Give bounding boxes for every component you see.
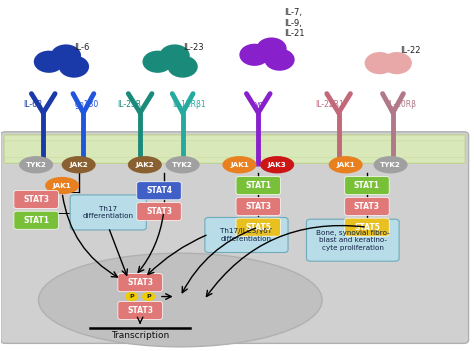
Ellipse shape xyxy=(167,55,198,78)
Text: IL-10Rβ: IL-10Rβ xyxy=(387,100,416,109)
Text: JAK2: JAK2 xyxy=(69,162,88,168)
Ellipse shape xyxy=(38,253,322,347)
Ellipse shape xyxy=(34,51,64,73)
Text: STAT1: STAT1 xyxy=(354,181,380,190)
Ellipse shape xyxy=(125,292,138,301)
Text: P: P xyxy=(146,294,151,299)
Text: IL-6R: IL-6R xyxy=(23,100,43,109)
FancyBboxPatch shape xyxy=(307,219,399,261)
Text: STAT3: STAT3 xyxy=(127,306,153,315)
FancyBboxPatch shape xyxy=(118,302,162,319)
FancyBboxPatch shape xyxy=(4,141,465,158)
Text: IL-12Rβ1: IL-12Rβ1 xyxy=(172,100,206,109)
Text: IL-23R: IL-23R xyxy=(118,100,142,109)
FancyBboxPatch shape xyxy=(236,197,281,216)
Ellipse shape xyxy=(62,156,96,173)
Ellipse shape xyxy=(256,38,287,60)
Text: Th17/ILC3/γδT
differentiation: Th17/ILC3/γδT differentiation xyxy=(220,228,273,242)
Ellipse shape xyxy=(328,156,363,173)
Ellipse shape xyxy=(51,44,81,67)
Text: IL-22R1: IL-22R1 xyxy=(315,100,344,109)
Text: STAT3: STAT3 xyxy=(354,202,380,211)
Text: IL-6: IL-6 xyxy=(74,43,89,52)
FancyBboxPatch shape xyxy=(14,190,58,208)
Ellipse shape xyxy=(260,156,294,173)
FancyBboxPatch shape xyxy=(345,177,389,194)
Text: STAT3: STAT3 xyxy=(245,202,271,211)
Text: STAT5: STAT5 xyxy=(246,223,271,232)
Text: STAT3: STAT3 xyxy=(127,278,153,287)
Ellipse shape xyxy=(128,156,162,173)
Ellipse shape xyxy=(264,48,295,71)
Text: TYK2: TYK2 xyxy=(172,162,193,168)
Text: STAT3: STAT3 xyxy=(146,207,172,216)
Ellipse shape xyxy=(59,55,89,78)
Text: STAT1: STAT1 xyxy=(23,216,49,225)
FancyBboxPatch shape xyxy=(14,211,58,229)
FancyBboxPatch shape xyxy=(70,195,146,230)
Text: JAK1: JAK1 xyxy=(230,162,249,168)
Ellipse shape xyxy=(222,156,256,173)
Text: TYK2: TYK2 xyxy=(26,162,46,168)
Text: JAK1: JAK1 xyxy=(337,162,355,168)
Ellipse shape xyxy=(143,51,173,73)
Text: Transcription: Transcription xyxy=(111,331,169,339)
FancyBboxPatch shape xyxy=(236,218,281,236)
Ellipse shape xyxy=(165,156,200,173)
Ellipse shape xyxy=(19,156,53,173)
Text: STAT1: STAT1 xyxy=(245,181,271,190)
Ellipse shape xyxy=(159,44,190,67)
Text: IL-23: IL-23 xyxy=(182,43,203,52)
Ellipse shape xyxy=(365,52,395,74)
Ellipse shape xyxy=(382,52,412,74)
FancyBboxPatch shape xyxy=(137,203,181,220)
FancyBboxPatch shape xyxy=(345,197,389,216)
Text: P: P xyxy=(129,294,134,299)
Ellipse shape xyxy=(374,156,408,173)
FancyBboxPatch shape xyxy=(345,218,389,236)
Text: Bone, synovial fibro-
blast and keratino-
cyte proliferation: Bone, synovial fibro- blast and keratino… xyxy=(316,230,390,251)
Text: STAT5: STAT5 xyxy=(354,223,380,232)
FancyBboxPatch shape xyxy=(236,177,281,194)
Text: TYK2: TYK2 xyxy=(380,162,401,168)
Text: JAK1: JAK1 xyxy=(53,183,72,188)
FancyBboxPatch shape xyxy=(205,218,288,252)
Text: IL-22: IL-22 xyxy=(400,46,420,55)
Text: STAT4: STAT4 xyxy=(146,186,172,195)
FancyBboxPatch shape xyxy=(137,182,181,200)
Text: Th17
differentiation: Th17 differentiation xyxy=(83,206,134,219)
Ellipse shape xyxy=(142,292,155,301)
Text: JAK2: JAK2 xyxy=(136,162,154,168)
Text: JAK3: JAK3 xyxy=(268,162,287,168)
FancyBboxPatch shape xyxy=(4,135,465,163)
Text: IL-7,
IL-9,
IL-21: IL-7, IL-9, IL-21 xyxy=(284,8,305,38)
Text: STAT3: STAT3 xyxy=(23,195,49,204)
Ellipse shape xyxy=(45,177,79,194)
Ellipse shape xyxy=(239,44,270,66)
FancyBboxPatch shape xyxy=(118,274,162,292)
Text: gp130: gp130 xyxy=(75,100,100,109)
FancyBboxPatch shape xyxy=(0,132,469,343)
Text: γc: γc xyxy=(255,100,264,109)
